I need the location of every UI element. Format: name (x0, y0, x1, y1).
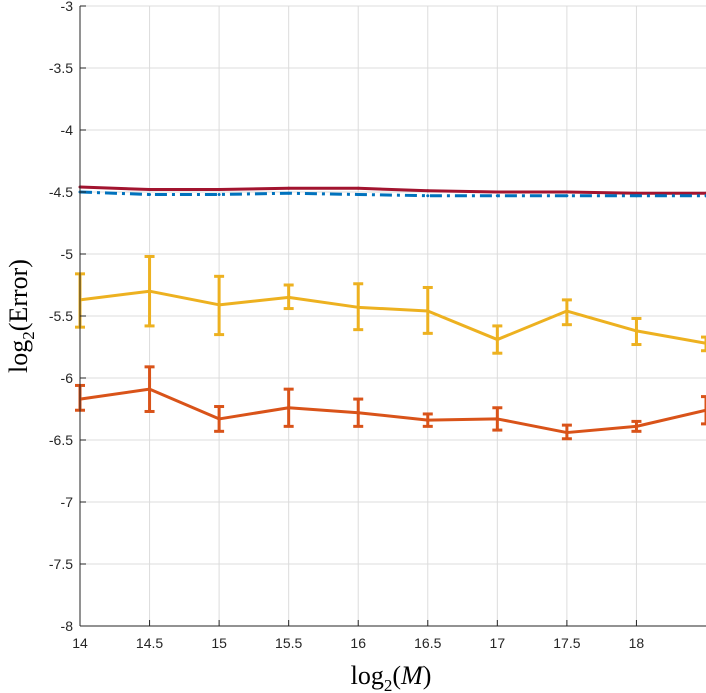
x-tick-label: 18 (629, 635, 645, 651)
y-tick-label: -4.5 (49, 184, 73, 200)
y-axis-label: log2(Error) (4, 259, 38, 373)
data-point (565, 194, 569, 198)
data-point (634, 191, 638, 195)
y-label-open: ( (4, 323, 33, 332)
data-point (495, 417, 499, 421)
ticks: 14 14.5 15 15.5 16 16.5 17 17.5 18 -3 -3.5 -4 -4.5 -5… (49, 0, 645, 651)
data-point (148, 387, 152, 391)
data-point (426, 309, 430, 313)
data-point (634, 424, 638, 428)
data-point (495, 190, 499, 194)
y-tick-label: -3.5 (49, 60, 73, 76)
y-tick-label: -4 (61, 122, 74, 138)
y-tick-label: -7.5 (49, 556, 73, 572)
data-point (148, 289, 152, 293)
x-tick-label: 15.5 (275, 635, 302, 651)
data-point (217, 192, 221, 196)
y-tick-label: -6 (61, 370, 74, 386)
y-label-var: Error (4, 267, 33, 322)
y-tick-label: -7 (61, 494, 74, 510)
data-point (426, 194, 430, 198)
data-point (148, 188, 152, 192)
data-point (287, 295, 291, 299)
data-point (565, 190, 569, 194)
data-point (565, 309, 569, 313)
x-label-sub: 2 (384, 676, 393, 693)
x-tick-label: 17 (490, 635, 506, 651)
y-tick-label: -6.5 (49, 432, 73, 448)
x-tick-label: 16 (350, 635, 366, 651)
x-tick-label: 14.5 (136, 635, 163, 651)
x-label-close: ) (423, 661, 432, 690)
x-label-open: ( (392, 661, 401, 690)
data-point (356, 305, 360, 309)
data-point (356, 411, 360, 415)
data-point (495, 194, 499, 198)
x-tick-label: 14 (72, 635, 88, 651)
data-point (287, 191, 291, 195)
y-label-fn: log (4, 340, 33, 373)
data-point (287, 186, 291, 190)
data-point (148, 192, 152, 196)
x-label-var: M (400, 661, 424, 690)
y-label-sub: 2 (19, 331, 38, 340)
series-blue-dashdot-line (79, 190, 706, 198)
data-point (495, 338, 499, 342)
series-dark-red (78, 185, 706, 195)
data-point (287, 406, 291, 410)
data-point (634, 329, 638, 333)
series-dark-red-line (79, 185, 706, 195)
y-tick-label: -5.5 (49, 308, 73, 324)
y-tick-label: -8 (61, 618, 74, 634)
data-point (426, 189, 430, 193)
x-tick-label: 17.5 (553, 635, 580, 651)
x-label-fn: log (351, 661, 384, 690)
series-orange (75, 365, 706, 441)
data-point (217, 188, 221, 192)
x-tick-label: 15 (211, 635, 227, 651)
y-tick-label: -5 (61, 246, 74, 262)
series-yellow-line (79, 289, 706, 345)
data-point (217, 417, 221, 421)
series-layer (75, 185, 706, 441)
data-point (565, 431, 569, 435)
data-point (217, 303, 221, 307)
series-orange-line (79, 387, 706, 435)
y-tick-label: -3 (61, 0, 74, 14)
x-axis-label: log2(M) (351, 661, 432, 693)
y-label-close: ) (4, 259, 33, 268)
data-point (356, 192, 360, 196)
data-point (356, 186, 360, 190)
data-point (634, 194, 638, 198)
data-point (426, 418, 430, 422)
x-tick-label: 16.5 (414, 635, 441, 651)
